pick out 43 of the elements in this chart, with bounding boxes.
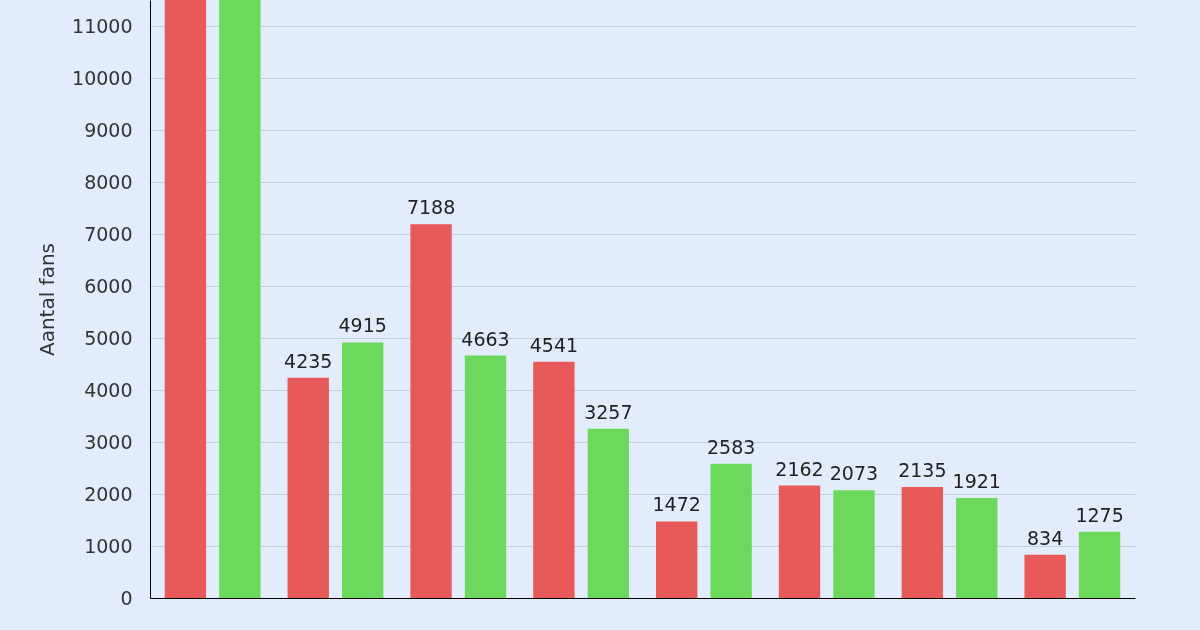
data-label: 834 bbox=[1027, 526, 1064, 549]
bar bbox=[533, 361, 575, 598]
y-tick-label: 1000 bbox=[84, 534, 133, 557]
y-tick-label: 5000 bbox=[84, 326, 133, 349]
data-label: 2135 bbox=[898, 458, 947, 481]
bar bbox=[656, 521, 698, 598]
bar bbox=[341, 342, 384, 598]
y-tick-label: 11000 bbox=[72, 14, 133, 37]
y-tick-label: 10000 bbox=[72, 66, 133, 89]
data-label: 1921 bbox=[952, 470, 1001, 493]
bar bbox=[464, 355, 507, 598]
y-tick-label: 8000 bbox=[84, 170, 133, 193]
y-axis-title: Aantal fans bbox=[35, 242, 60, 357]
bar bbox=[956, 498, 998, 598]
y-tick-label: 2000 bbox=[84, 482, 133, 505]
bar bbox=[901, 486, 944, 598]
y-tick-label: 4000 bbox=[84, 378, 133, 401]
data-label: 2583 bbox=[706, 435, 756, 458]
data-label: 4663 bbox=[461, 327, 510, 350]
bar bbox=[219, 0, 261, 598]
y-tick-label: 7000 bbox=[84, 222, 133, 245]
bar bbox=[587, 428, 629, 598]
bar bbox=[164, 0, 207, 598]
bar bbox=[287, 377, 329, 598]
data-label: 2162 bbox=[775, 457, 824, 480]
bar bbox=[1024, 554, 1066, 598]
bar bbox=[410, 224, 452, 598]
bar bbox=[778, 485, 821, 598]
data-label: 7188 bbox=[406, 196, 456, 219]
bar bbox=[833, 490, 875, 598]
bar bbox=[710, 463, 752, 598]
y-tick-label: 6000 bbox=[84, 274, 133, 297]
y-tick-label: 3000 bbox=[84, 430, 133, 453]
data-label: 1472 bbox=[652, 493, 701, 516]
data-label: 3257 bbox=[584, 400, 633, 423]
bar bbox=[1078, 531, 1121, 598]
data-label: 4915 bbox=[338, 314, 387, 337]
data-label: 2073 bbox=[829, 462, 879, 485]
y-tick-label: 9000 bbox=[84, 118, 133, 141]
data-label: 4541 bbox=[529, 333, 579, 356]
data-label: 1275 bbox=[1075, 503, 1124, 526]
y-tick-label: 0 bbox=[120, 586, 133, 609]
data-label: 4235 bbox=[284, 349, 333, 372]
